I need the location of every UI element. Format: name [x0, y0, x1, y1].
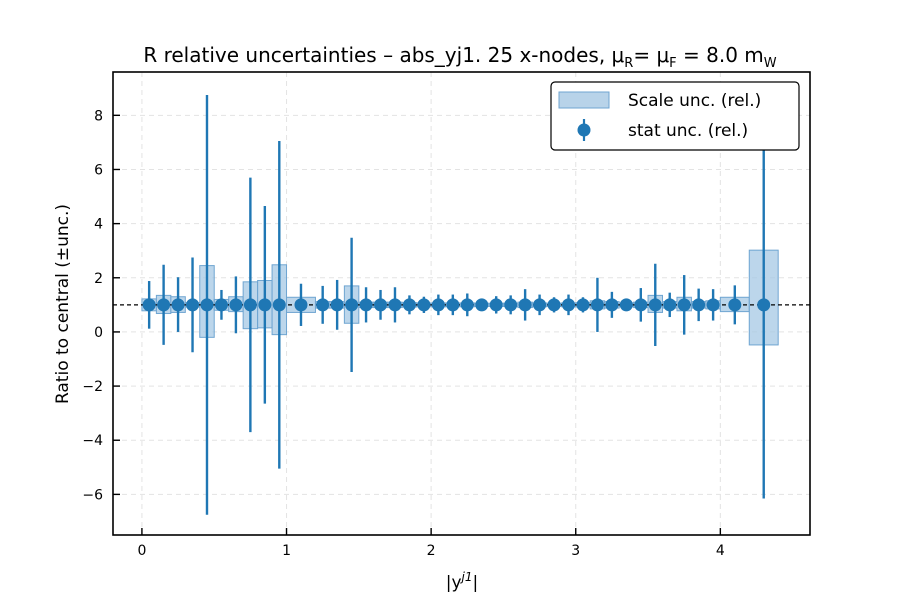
x-tick-label: 2	[427, 543, 436, 559]
x-axis-label: |yj1|	[446, 570, 479, 593]
data-point	[648, 298, 662, 312]
data-point	[294, 298, 308, 312]
x-tick-label: 3	[571, 543, 580, 559]
y-tick-label: 0	[94, 325, 103, 341]
data-points	[142, 298, 771, 312]
data-point	[200, 298, 214, 312]
data-point	[186, 298, 200, 312]
data-point	[171, 298, 185, 312]
data-point	[272, 298, 286, 312]
data-point	[475, 298, 489, 312]
y-axis-ticks: −6 −4 −2 0 2 4 6 8	[82, 108, 120, 503]
data-point	[330, 298, 344, 312]
data-point	[663, 298, 677, 312]
data-point	[157, 298, 171, 312]
data-point	[258, 298, 272, 312]
scale-uncertainty-bands	[141, 249, 779, 346]
data-point	[634, 298, 648, 312]
data-point	[316, 298, 330, 312]
data-point	[229, 298, 243, 312]
x-tick-label: 0	[137, 543, 146, 559]
data-point	[243, 298, 257, 312]
data-point	[706, 298, 720, 312]
data-point	[547, 298, 561, 312]
data-point	[576, 298, 590, 312]
data-point	[619, 298, 633, 312]
y-tick-label: 4	[94, 217, 103, 233]
y-tick-label: −6	[82, 487, 103, 503]
data-point	[142, 298, 156, 312]
legend-label-stat: stat unc. (rel.)	[628, 121, 748, 141]
data-point	[504, 298, 518, 312]
y-axis-label: Ratio to central (±unc.)	[53, 204, 73, 404]
legend: Scale unc. (rel.) stat unc. (rel.)	[550, 81, 800, 151]
x-tick-label: 1	[282, 543, 291, 559]
data-point	[460, 298, 474, 312]
data-point	[590, 298, 604, 312]
data-point	[533, 298, 547, 312]
y-tick-label: −4	[82, 433, 103, 449]
plot-frame	[112, 71, 811, 536]
legend-label-scale: Scale unc. (rel.)	[628, 91, 761, 111]
data-point	[677, 298, 691, 312]
data-point	[728, 298, 742, 312]
data-point	[431, 298, 445, 312]
data-point	[692, 298, 706, 312]
data-point	[214, 298, 228, 312]
data-point	[446, 298, 460, 312]
data-point	[489, 298, 503, 312]
data-point	[417, 298, 431, 312]
x-axis-ticks: 0 1 2 3 4	[137, 528, 725, 559]
y-tick-label: −2	[82, 379, 103, 395]
data-point	[388, 298, 402, 312]
data-point	[757, 298, 771, 312]
y-tick-label: 2	[94, 271, 103, 287]
data-point	[402, 298, 416, 312]
data-point	[562, 298, 576, 312]
data-point	[359, 298, 373, 312]
chart-title: R relative uncertainties – abs_yj1. 25 x…	[143, 43, 776, 71]
data-point	[374, 298, 388, 312]
y-tick-label: 6	[94, 162, 103, 178]
data-point	[345, 298, 359, 312]
legend-swatch-stat-marker	[577, 123, 591, 137]
data-point	[518, 298, 532, 312]
x-tick-label: 4	[716, 543, 725, 559]
y-tick-label: 8	[94, 108, 103, 124]
legend-swatch-scale	[558, 91, 610, 109]
data-point	[605, 298, 619, 312]
legend-box	[550, 81, 800, 151]
